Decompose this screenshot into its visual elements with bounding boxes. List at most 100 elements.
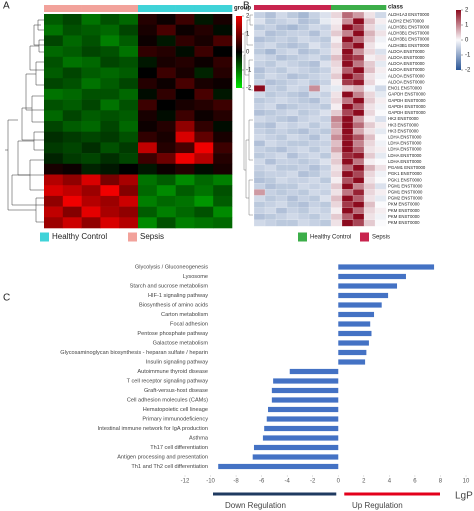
heatmap-cell xyxy=(341,73,354,80)
heatmap-cell xyxy=(374,134,387,141)
heatmap-cell xyxy=(175,78,195,90)
heatmap-cell xyxy=(286,30,299,37)
row-dendrogram xyxy=(5,19,44,223)
heatmap-cell xyxy=(363,79,376,86)
heatmap-cell xyxy=(275,128,288,135)
row-label: ENO1 ENST0000 xyxy=(388,86,423,91)
heatmap-cell xyxy=(286,140,299,147)
heatmap-cell xyxy=(286,183,299,190)
heatmap-cell xyxy=(194,121,214,132)
heatmap-cell xyxy=(308,48,321,56)
heatmap-cell xyxy=(297,183,310,190)
heatmap-cell xyxy=(194,195,214,207)
heatmap-cell xyxy=(100,142,120,154)
heatmap-cell xyxy=(286,42,299,50)
heatmap-cell xyxy=(44,67,64,79)
heatmap-cell xyxy=(253,128,266,135)
heatmap-cell xyxy=(363,213,376,221)
heatmap-cell xyxy=(308,213,321,221)
heatmap-cell xyxy=(119,185,139,197)
heatmap-cell xyxy=(175,110,195,122)
heatmap-cell xyxy=(341,152,354,160)
colorbar xyxy=(456,10,461,70)
column-group xyxy=(119,5,139,12)
heatmap-cell xyxy=(363,60,376,68)
legend-label: Sepsis xyxy=(372,235,390,241)
heatmap-cell xyxy=(363,158,376,166)
heatmap-cell xyxy=(308,42,321,50)
heatmap-cell xyxy=(194,88,214,100)
heatmap-cell xyxy=(100,153,120,165)
row-label: LDHA ENST0000 xyxy=(388,147,422,152)
heatmap-cell xyxy=(253,170,266,178)
heatmap-cell xyxy=(286,195,299,202)
heatmap-cell xyxy=(213,67,233,79)
heatmap-cell xyxy=(138,142,158,154)
heatmap-cell xyxy=(62,35,82,47)
heatmap-cell xyxy=(374,60,387,68)
heatmap-cell xyxy=(156,56,176,68)
heatmap-cell xyxy=(308,36,321,43)
column-group xyxy=(156,5,176,12)
heatmap-cell xyxy=(319,158,332,166)
heatmap-cell xyxy=(253,195,266,202)
heatmap-cell xyxy=(374,128,387,135)
heatmap-cell xyxy=(297,36,310,43)
heatmap-cell xyxy=(341,109,354,117)
heatmap-cell xyxy=(352,140,365,147)
heatmap-cell xyxy=(253,97,266,105)
heatmap-cell xyxy=(341,207,354,215)
heatmap-cell xyxy=(194,142,214,154)
column-group xyxy=(298,5,310,10)
heatmap-cell xyxy=(297,115,310,123)
heatmap-cell xyxy=(330,42,343,50)
heatmap-cell xyxy=(81,67,101,79)
row-label: ALDH3B1 ENST0000 xyxy=(388,37,430,42)
heatmap-cell xyxy=(341,30,354,37)
heatmap-cell xyxy=(253,36,266,43)
heatmap-cell xyxy=(286,152,299,160)
heatmap-cell xyxy=(253,176,266,184)
heatmap-cell xyxy=(44,131,64,143)
colorbar-tick-label: -2 xyxy=(246,86,252,92)
heatmap-cell xyxy=(341,176,354,184)
heatmap-cell xyxy=(374,152,387,160)
heatmap-cell xyxy=(100,174,120,186)
heatmap-cell xyxy=(330,18,343,25)
heatmap-cell xyxy=(275,18,288,25)
heatmap-cell xyxy=(374,109,387,117)
heatmap-cell xyxy=(297,48,310,56)
heatmap-cell xyxy=(352,134,365,141)
row-label: PGK1 ENST0000 xyxy=(388,177,422,182)
heatmap-cell xyxy=(194,185,214,197)
heatmap-cell xyxy=(330,97,343,105)
heatmap-cell xyxy=(374,30,387,37)
heatmap-cell xyxy=(138,110,158,122)
heatmap-cell xyxy=(100,56,120,68)
heatmap-cell xyxy=(352,42,365,50)
heatmap-cell xyxy=(363,66,376,74)
legend-swatch xyxy=(40,232,49,242)
heatmap-cell xyxy=(275,91,288,99)
colorbar-tick-label: 2 xyxy=(465,8,469,14)
bar xyxy=(264,425,339,432)
heatmap-cell xyxy=(275,79,288,86)
heatmap-cell xyxy=(363,48,376,56)
heatmap-cell xyxy=(352,207,365,215)
heatmap-cell xyxy=(297,152,310,160)
heatmap-cell xyxy=(275,183,288,190)
x-tick-label: 4 xyxy=(388,479,392,485)
heatmap-cell xyxy=(119,46,139,58)
heatmap-cell xyxy=(286,24,299,31)
heatmap-cell xyxy=(286,54,299,62)
heatmap-cell xyxy=(253,109,266,117)
bar xyxy=(338,330,372,337)
heatmap-cell xyxy=(308,73,321,80)
row-label: HK3 ENST0000 xyxy=(388,128,419,133)
heatmap-cell xyxy=(374,91,387,99)
heatmap-cell xyxy=(264,103,277,111)
heatmap-cell xyxy=(319,115,332,123)
heatmap-cell xyxy=(264,158,277,166)
heatmap-cell xyxy=(363,121,376,129)
heatmap-cell xyxy=(175,99,195,111)
